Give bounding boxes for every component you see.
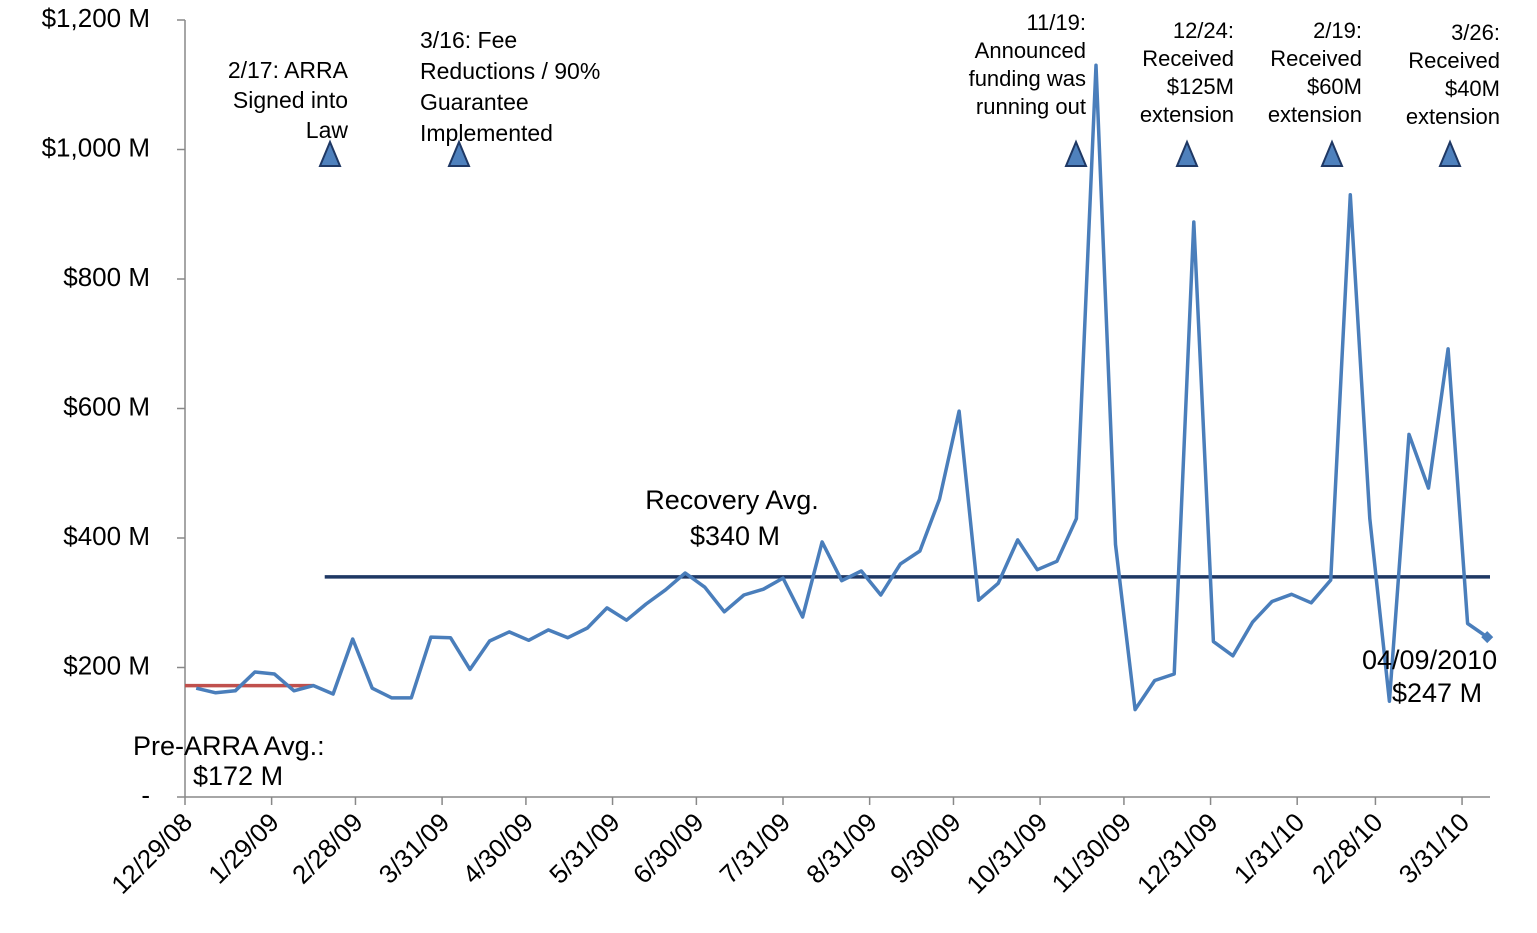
event-text: running out — [976, 94, 1086, 119]
y-tick-label: $1,000 M — [42, 132, 150, 162]
x-tick-label: 12/31/09 — [1131, 807, 1224, 900]
event-text: 2/19: — [1313, 18, 1362, 43]
x-tick-label: 12/29/08 — [105, 807, 198, 900]
event-text: 3/16: Fee — [420, 27, 517, 53]
event-text: $125M — [1167, 74, 1234, 99]
x-tick-label: 2/28/10 — [1306, 807, 1389, 890]
event-marker — [447, 139, 471, 167]
last-date: 04/09/2010 — [1362, 645, 1497, 675]
average-value: $172 M — [193, 761, 283, 791]
event-text: 3/26: — [1451, 20, 1500, 45]
x-tick-label: 1/29/09 — [202, 807, 285, 890]
event-marker — [1320, 139, 1344, 167]
x-tick-label: 2/28/09 — [286, 807, 369, 890]
event-text: Signed into — [233, 87, 348, 113]
event-text: 11/19: — [1026, 10, 1086, 35]
event-marker — [1064, 139, 1088, 167]
event-text: Received — [1142, 46, 1234, 71]
y-tick-label: $1,200 M — [42, 3, 150, 33]
x-tick-label: 5/31/09 — [543, 807, 626, 890]
event-text: Announced — [975, 38, 1086, 63]
average-name: Recovery Avg. — [645, 485, 819, 515]
event-text: Reductions / 90% — [420, 58, 600, 84]
event-text: 12/24: — [1173, 18, 1234, 43]
x-tick-label: 3/31/10 — [1393, 807, 1476, 890]
event-text: $60M — [1307, 74, 1362, 99]
x-tick-label: 4/30/09 — [456, 807, 539, 890]
x-tick-label: 7/31/09 — [714, 807, 797, 890]
event-marker — [318, 139, 342, 167]
x-tick-label: 3/31/09 — [373, 807, 456, 890]
event-text: extension — [1406, 104, 1500, 129]
x-tick-label: 8/31/09 — [800, 807, 883, 890]
last-value: $247 M — [1392, 678, 1482, 708]
average-name: Pre-ARRA Avg.: — [133, 731, 325, 761]
event-text: extension — [1140, 102, 1234, 127]
x-tick-label: 9/30/09 — [884, 807, 967, 890]
data-line — [195, 63, 1489, 712]
event-text: 2/17: ARRA — [228, 57, 349, 83]
event-text: Implemented — [420, 120, 553, 146]
y-tick-label: $800 M — [63, 262, 150, 292]
y-tick-label: $600 M — [63, 391, 150, 421]
event-text: extension — [1268, 102, 1362, 127]
y-tick-label: - — [141, 780, 150, 810]
event-text: Guarantee — [420, 89, 529, 115]
y-tick-label: $400 M — [63, 521, 150, 551]
x-tick-label: 6/30/09 — [627, 807, 710, 890]
y-tick-label: $200 M — [63, 650, 150, 680]
event-marker — [1175, 139, 1199, 167]
x-tick-label: 1/31/10 — [1228, 807, 1311, 890]
event-marker — [1438, 139, 1462, 167]
end-marker — [1481, 631, 1494, 644]
event-text: Received — [1270, 46, 1362, 71]
average-value: $340 M — [690, 521, 780, 551]
event-text: $40M — [1445, 76, 1500, 101]
event-text: Received — [1408, 48, 1500, 73]
x-tick-label: 10/31/09 — [960, 807, 1053, 900]
x-tick-label: 11/30/09 — [1046, 807, 1137, 898]
event-text: Law — [306, 117, 349, 143]
event-text: funding was — [969, 66, 1086, 91]
